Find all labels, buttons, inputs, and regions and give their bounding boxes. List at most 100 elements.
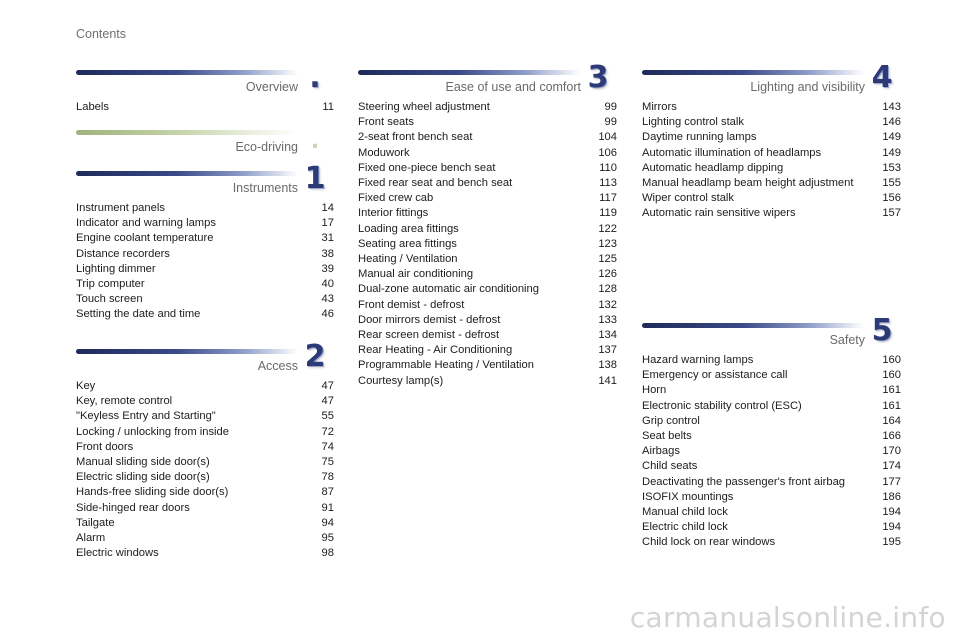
toc-entry[interactable]: Manual child lock 194 bbox=[642, 505, 901, 520]
section-safety: Safety 5 Hazard warning lamps 160 Emergenc… bbox=[642, 315, 901, 551]
toc-entry[interactable]: Automatic illumination of headlamps 149 bbox=[642, 146, 901, 161]
toc-entry[interactable]: Airbags 170 bbox=[642, 444, 901, 459]
toc-entry[interactable]: Side-hinged rear doors 91 bbox=[76, 501, 334, 516]
section-title: Access bbox=[257, 359, 298, 373]
toc-entry[interactable]: Labels 11 bbox=[76, 100, 334, 115]
toc-entry[interactable]: Child seats 174 bbox=[642, 459, 901, 474]
toc-entry[interactable]: Moduwork 106 bbox=[358, 146, 617, 161]
toc-entry[interactable]: Tailgate 94 bbox=[76, 516, 334, 531]
toc-entry-label: Automatic headlamp dipping bbox=[642, 161, 784, 174]
toc-entry[interactable]: Automatic headlamp dipping 153 bbox=[642, 161, 901, 176]
toc-entry[interactable]: Steering wheel adjustment 99 bbox=[358, 100, 617, 115]
toc-entry[interactable]: Distance recorders 38 bbox=[76, 247, 334, 262]
toc-entry[interactable]: Electric sliding side door(s) 78 bbox=[76, 470, 334, 485]
toc-entry[interactable]: Daytime running lamps 149 bbox=[642, 130, 901, 145]
section-header: Overview . bbox=[76, 62, 334, 100]
toc-entry-label: Programmable Heating / Ventilation bbox=[358, 359, 534, 372]
toc-entry[interactable]: Setting the date and time 46 bbox=[76, 307, 334, 322]
toc-entry[interactable]: Hands-free sliding side door(s) 87 bbox=[76, 485, 334, 500]
toc-entry[interactable]: Interior fittings 119 bbox=[358, 206, 617, 221]
toc-entry[interactable]: Manual air conditioning 126 bbox=[358, 267, 617, 282]
toc-entry[interactable]: Front demist - defrost 132 bbox=[358, 298, 617, 313]
toc-entry[interactable]: Deactivating the passenger's front airba… bbox=[642, 475, 901, 490]
toc-entry-label: Electric child lock bbox=[642, 521, 728, 534]
toc-entry[interactable]: Grip control 164 bbox=[642, 414, 901, 429]
entries-access: Key 47 Key, remote control 47 "Keyless Entry… bbox=[76, 379, 334, 561]
toc-entry[interactable]: Dual-zone automatic air conditioning 128 bbox=[358, 282, 617, 297]
toc-entry[interactable]: Manual sliding side door(s) 75 bbox=[76, 455, 334, 470]
toc-entry[interactable]: Lighting control stalk 146 bbox=[642, 115, 901, 130]
toc-entry-page: 126 bbox=[598, 268, 617, 281]
section-badge: 5 bbox=[871, 313, 893, 348]
toc-entry[interactable]: Lighting dimmer 39 bbox=[76, 262, 334, 277]
toc-entry-label: Labels bbox=[76, 101, 109, 113]
toc-entry[interactable]: Seat belts 166 bbox=[642, 429, 901, 444]
toc-entry-page: 106 bbox=[598, 146, 617, 159]
toc-entry[interactable]: Rear Heating - Air Conditioning 137 bbox=[358, 343, 617, 358]
toc-entry[interactable]: Seating area fittings 123 bbox=[358, 237, 617, 252]
toc-entry[interactable]: Electronic stability control (ESC) 161 bbox=[642, 399, 901, 414]
toc-entry[interactable]: Fixed crew cab 117 bbox=[358, 191, 617, 206]
toc-entry-page: 194 bbox=[882, 521, 901, 534]
toc-entry-page: 143 bbox=[882, 101, 901, 113]
toc-entry[interactable]: "Keyless Entry and Starting" 55 bbox=[76, 409, 334, 424]
toc-entry[interactable]: Trip computer 40 bbox=[76, 277, 334, 292]
toc-entry-page: 133 bbox=[598, 313, 617, 326]
toc-entry[interactable]: Heating / Ventilation 125 bbox=[358, 252, 617, 267]
toc-entry[interactable]: Key, remote control 47 bbox=[76, 394, 334, 409]
toc-entry[interactable]: Front seats 99 bbox=[358, 115, 617, 130]
toc-entry-page: 161 bbox=[882, 384, 901, 397]
toc-entry-label: Side-hinged rear doors bbox=[76, 501, 190, 514]
toc-entry-label: Hazard warning lamps bbox=[642, 354, 754, 366]
toc-entry-page: 91 bbox=[321, 501, 334, 514]
toc-entry[interactable]: Courtesy lamp(s) 141 bbox=[358, 374, 617, 389]
toc-entry[interactable]: Automatic rain sensitive wipers 157 bbox=[642, 206, 901, 221]
section-bar bbox=[642, 323, 864, 328]
section-title: Lighting and visibility bbox=[750, 80, 865, 94]
toc-entry[interactable]: Electric child lock 194 bbox=[642, 520, 901, 535]
toc-entry[interactable]: Fixed rear seat and bench seat 113 bbox=[358, 176, 617, 191]
toc-entry[interactable]: 2-seat front bench seat 104 bbox=[358, 130, 617, 145]
toc-entry[interactable]: Programmable Heating / Ventilation 138 bbox=[358, 358, 617, 373]
watermark: carmanualsonline.info bbox=[629, 601, 946, 634]
toc-entry[interactable]: Engine coolant temperature 31 bbox=[76, 231, 334, 246]
toc-entry[interactable]: Fixed one-piece bench seat 110 bbox=[358, 161, 617, 176]
toc-entry[interactable]: Electric windows 98 bbox=[76, 546, 334, 561]
toc-entry[interactable]: Locking / unlocking from inside 72 bbox=[76, 425, 334, 440]
toc-entry[interactable]: Instrument panels 14 bbox=[76, 201, 334, 216]
toc-entry[interactable]: Mirrors 143 bbox=[642, 100, 901, 115]
toc-entry-page: 47 bbox=[321, 380, 334, 392]
toc-entry-label: Fixed crew cab bbox=[358, 192, 434, 205]
toc-entry[interactable]: Wiper control stalk 156 bbox=[642, 191, 901, 206]
toc-entry-page: 98 bbox=[321, 547, 334, 560]
toc-entry-page: 137 bbox=[598, 344, 617, 357]
toc-entry[interactable]: Indicator and warning lamps 17 bbox=[76, 216, 334, 231]
toc-entry-page: 160 bbox=[882, 369, 901, 382]
toc-entry[interactable]: Loading area fittings 122 bbox=[358, 222, 617, 237]
section-access: Access 2 Key 47 Key, remote control 47 "Keyl… bbox=[76, 341, 334, 561]
toc-entry[interactable]: Front doors 74 bbox=[76, 440, 334, 455]
toc-entry-label: Electric windows bbox=[76, 547, 159, 560]
toc-entry-page: 43 bbox=[321, 293, 334, 306]
toc-entry-label: Dual-zone automatic air conditioning bbox=[358, 283, 539, 296]
toc-entry-page: 134 bbox=[598, 329, 617, 342]
toc-entry-page: 125 bbox=[598, 253, 617, 266]
toc-entry[interactable]: Rear screen demist - defrost 134 bbox=[358, 328, 617, 343]
toc-entry[interactable]: Hazard warning lamps 160 bbox=[642, 353, 901, 368]
toc-entry[interactable]: Child lock on rear windows 195 bbox=[642, 535, 901, 550]
toc-entry[interactable]: Manual headlamp beam height adjustment 15… bbox=[642, 176, 901, 191]
toc-entry[interactable]: Key 47 bbox=[76, 379, 334, 394]
toc-entry[interactable]: Alarm 95 bbox=[76, 531, 334, 546]
toc-entry[interactable]: Emergency or assistance call 160 bbox=[642, 368, 901, 383]
toc-entry[interactable]: Touch screen 43 bbox=[76, 292, 334, 307]
toc-entry[interactable]: Door mirrors demist - defrost 133 bbox=[358, 313, 617, 328]
toc-entry-label: Child seats bbox=[642, 460, 698, 473]
toc-entry-page: 157 bbox=[882, 207, 901, 220]
toc-entry[interactable]: ISOFIX mountings 186 bbox=[642, 490, 901, 505]
toc-entry-label: Front doors bbox=[76, 440, 134, 453]
toc-entry-page: 161 bbox=[882, 399, 901, 412]
toc-entry-page: 138 bbox=[598, 359, 617, 372]
section-overview: Overview . Labels 11 bbox=[76, 62, 334, 115]
toc-entry-label: Key bbox=[76, 380, 96, 392]
toc-entry[interactable]: Horn 161 bbox=[642, 383, 901, 398]
